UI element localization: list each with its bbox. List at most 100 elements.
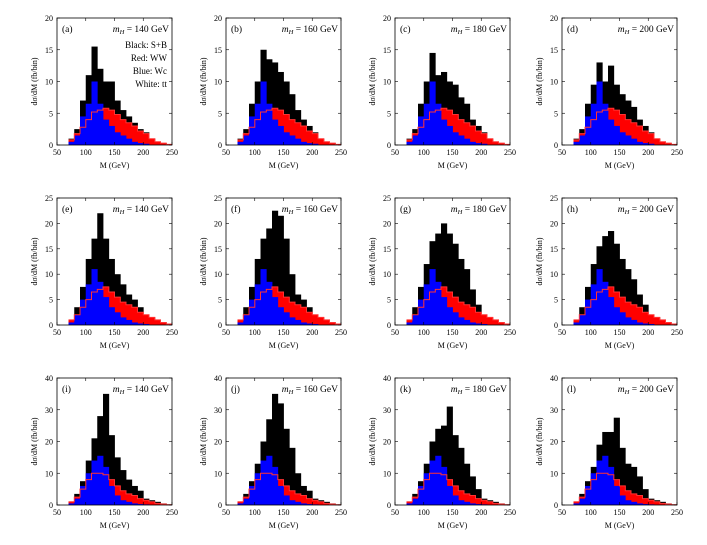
bar-ww [469,125,476,145]
bar-ww [143,133,150,145]
bar-ww [149,501,156,505]
x-axis-label: M (GeV) [269,341,299,350]
bar-wc [648,323,655,325]
bar-wc [596,269,603,325]
bar-wc [475,143,482,145]
bar-sb [625,269,632,325]
bar-ww [458,490,465,505]
y-tick-label: 40 [214,374,222,383]
bar-wc [585,299,592,325]
bar-ww [619,114,626,145]
y-tick-label: 20 [45,438,53,447]
bar-wc [289,500,296,505]
x-tick-label: 100 [585,148,597,157]
bar-ww [619,297,626,325]
x-tick-label: 250 [671,148,683,157]
x-tick-label: 150 [109,148,121,157]
x-tick-label: 250 [166,148,178,157]
y-tick-label: 0 [554,501,558,510]
bar-wc [423,103,430,145]
x-tick-label: 50 [222,508,230,517]
y-axis-label: dσ/dM (fb/bin) [30,417,39,465]
panel-f: 50 100 150 200 250 0 5 10 15 20 25 (f) mH = 160 GeV d… [199,194,347,350]
bar-ww [648,500,655,505]
mass-label: mH = 180 GeV [451,25,507,36]
bar-wc [85,284,92,325]
mass-label: mH = 200 GeV [618,25,674,36]
bar-wc [579,314,586,325]
bar-sb [636,476,643,505]
bar-sb [458,447,465,505]
y-tick-label: 0 [554,141,558,150]
bar-ww [126,493,133,505]
x-tick-label: 250 [504,328,516,337]
bar-ww [120,302,127,325]
bar-wc [283,132,290,145]
bar-ww [283,297,290,325]
x-tick-label: 150 [278,328,290,337]
bar-wc [418,116,425,145]
bar-ww [469,495,476,505]
y-tick-label: 25 [383,194,391,203]
bar-ww [665,322,672,325]
y-tick-label: 0 [49,141,53,150]
bar-ww [323,141,330,145]
x-tick-label: 150 [614,328,626,337]
bar-wc [80,299,87,325]
bar-wc [585,116,592,145]
y-tick-label: 20 [383,14,391,23]
x-tick-label: 50 [558,508,566,517]
bar-wc [74,314,81,325]
bar-sb [458,258,465,325]
bar-ww [295,122,302,145]
mass-label: mH = 160 GeV [282,385,338,396]
bar-wc [295,501,302,505]
bar-wc [446,485,453,505]
bar-wc [475,504,482,505]
ww-step-line [237,107,341,145]
bar-wc [300,322,307,325]
bar-wc [249,485,256,505]
bar-ww [154,141,161,145]
bar-wc [412,314,419,325]
bar-wc [469,141,476,145]
bar-wc [579,135,586,145]
mass-label: mH = 180 GeV [451,385,507,396]
y-tick-label: 30 [214,406,222,415]
y-axis-label: dσ/dM (fb/bin) [199,57,208,105]
bar-wc [642,323,649,325]
ww-step-line [573,107,677,145]
bar-wc [243,135,250,145]
bar-ww [469,307,476,325]
y-axis-label: dσ/dM (fb/bin) [199,417,208,465]
y-tick-label: 0 [387,501,391,510]
bar-ww [300,125,307,145]
y-tick-label: 20 [550,219,558,228]
bar-wc [469,322,476,325]
bar-wc [464,319,471,325]
bar-sb [283,81,290,145]
bar-wc [68,322,75,325]
bar-ww [631,122,638,145]
bar-sb [97,213,104,325]
bar-wc [277,485,284,505]
y-tick-label: 15 [214,46,222,55]
bar-wc [254,284,261,325]
bar-wc [283,495,290,505]
y-tick-label: 10 [550,469,558,478]
bar-sb [103,238,110,325]
bar-wc [648,143,655,145]
bar-ww [300,307,307,325]
bar-sb [283,428,290,505]
bar-wc [596,81,603,145]
bar-wc [636,322,643,325]
panel-h: 50 100 150 200 250 0 5 10 15 20 25 (h) mH = 200 GeV d… [535,194,683,350]
y-tick-label: 10 [45,469,53,478]
y-tick-label: 20 [45,14,53,23]
bar-wc [108,307,115,325]
panel-label: (f) [231,204,241,215]
bar-ww [126,304,133,325]
bar-sb [608,231,615,325]
bar-wc [590,284,597,325]
x-tick-label: 100 [80,148,92,157]
